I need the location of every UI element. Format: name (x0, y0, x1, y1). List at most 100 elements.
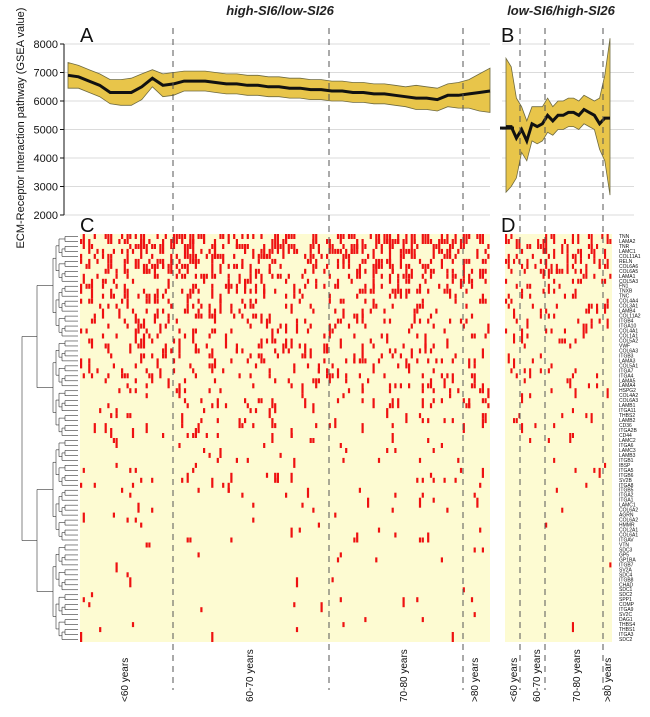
heatmap-cell (126, 572, 129, 578)
heatmap-cell (156, 273, 159, 279)
heatmap-cell (208, 353, 211, 359)
heatmap-cell (194, 428, 197, 438)
heatmap-cell (134, 363, 137, 369)
heatmap-cell (175, 273, 178, 279)
heatmap-cell (440, 234, 443, 244)
heatmap-cell (197, 552, 200, 558)
heatmap-cell (241, 348, 244, 354)
gene-label: COL11A2 (619, 314, 641, 320)
heatmap-cell (391, 507, 394, 513)
heatmap-cell (129, 388, 132, 394)
heatmap-cell (342, 393, 345, 399)
heatmap-cell (402, 253, 405, 259)
heatmap-cell (416, 303, 419, 309)
heatmap-cell (208, 333, 211, 339)
heatmap-cell (427, 358, 430, 364)
heatmap-cell (306, 258, 310, 264)
heatmap-cell (410, 348, 413, 359)
heatmap-cell (110, 258, 113, 264)
heatmap-cell (465, 403, 468, 409)
heatmap-cell (107, 343, 110, 349)
heatmap-cell (408, 363, 411, 374)
heatmap-cell (539, 353, 542, 359)
heatmap-cell (312, 308, 315, 314)
heatmap-cell (590, 234, 593, 239)
heatmap-cell (361, 288, 364, 294)
heatmap-cell (342, 234, 345, 239)
heatmap-cell (515, 283, 518, 289)
gene-label: ITGA1 (619, 498, 634, 504)
heatmap-cell (484, 278, 487, 284)
heatmap-cell (479, 268, 482, 279)
heatmap-cell (339, 597, 342, 603)
panel-a-y-ticks: 2000 3000 4000 5000 6000 7000 8000 (34, 39, 65, 222)
heatmap-cell (609, 273, 612, 279)
heatmap-cell (372, 248, 375, 259)
heatmap-cell (484, 333, 487, 339)
heatmap-cell (377, 358, 381, 364)
heatmap-cell (380, 273, 383, 279)
heatmap-cell (574, 368, 577, 374)
heatmap-cell (309, 253, 312, 259)
heatmap-cell (402, 239, 405, 244)
heatmap-cell (328, 323, 331, 334)
heatmap-cell (271, 248, 274, 254)
heatmap-cell (609, 562, 612, 568)
heatmap-cell (159, 244, 162, 249)
heatmap-cell (405, 248, 408, 254)
gene-label: HMMR (619, 523, 635, 529)
heatmap-cell (151, 253, 154, 259)
heatmap-cell (233, 313, 236, 319)
heatmap-cell (529, 244, 532, 249)
heatmap-cell (606, 303, 609, 309)
heatmap-cell (361, 398, 364, 404)
heatmap-cell (93, 253, 96, 259)
heatmap-cell (336, 368, 340, 379)
heatmap-cell (137, 343, 140, 349)
heatmap-cell (192, 239, 195, 244)
heatmap-cell (526, 318, 529, 329)
gene-label: LAMC2 (619, 438, 636, 444)
heatmap-cell (140, 353, 143, 364)
heatmap-cell (539, 313, 542, 319)
heatmap-cell (304, 253, 307, 259)
heatmap-cell (186, 537, 189, 543)
heatmap-cell (194, 253, 197, 259)
gene-label: LAMC1 (619, 503, 636, 509)
gene-label: LAMB2 (619, 418, 636, 424)
heatmap-cell (440, 557, 443, 563)
heatmap-cell (391, 433, 394, 443)
heatmap-cell (388, 258, 392, 264)
heatmap-cell (518, 413, 521, 419)
heatmap-cell (205, 253, 208, 259)
heatmap-cell (405, 234, 408, 244)
heatmap-cell (457, 248, 460, 254)
heatmap-cell (399, 253, 402, 259)
heatmap-cell (553, 239, 556, 244)
heatmap-cell (123, 373, 126, 379)
heatmap-cell (470, 373, 474, 379)
heatmap-cell (101, 283, 105, 289)
heatmap-cell (208, 308, 211, 314)
panel-b-mean-line (506, 107, 610, 146)
gene-label: LAMB4 (619, 309, 636, 315)
heatmap-cell (104, 378, 107, 384)
heatmap-cell (386, 333, 389, 339)
heatmap-cell (137, 244, 140, 249)
gene-label: ITGA6 (619, 443, 634, 449)
heatmap-cell (211, 363, 214, 369)
heatmap-cell (104, 343, 107, 349)
heatmap-cell (416, 288, 419, 294)
heatmap-cell (440, 373, 443, 379)
heatmap-cell (593, 467, 596, 473)
heatmap-cell (574, 288, 577, 299)
heatmap-cell (197, 308, 200, 314)
heatmap-cell (596, 308, 599, 314)
heatmap-cell (170, 239, 173, 249)
heatmap-cell (290, 303, 293, 314)
heatmap-cell (451, 258, 454, 264)
heatmap-cell (484, 248, 487, 254)
heatmap-cell (326, 373, 329, 379)
heatmap-cell (107, 323, 110, 329)
heatmap-cell (487, 253, 490, 259)
